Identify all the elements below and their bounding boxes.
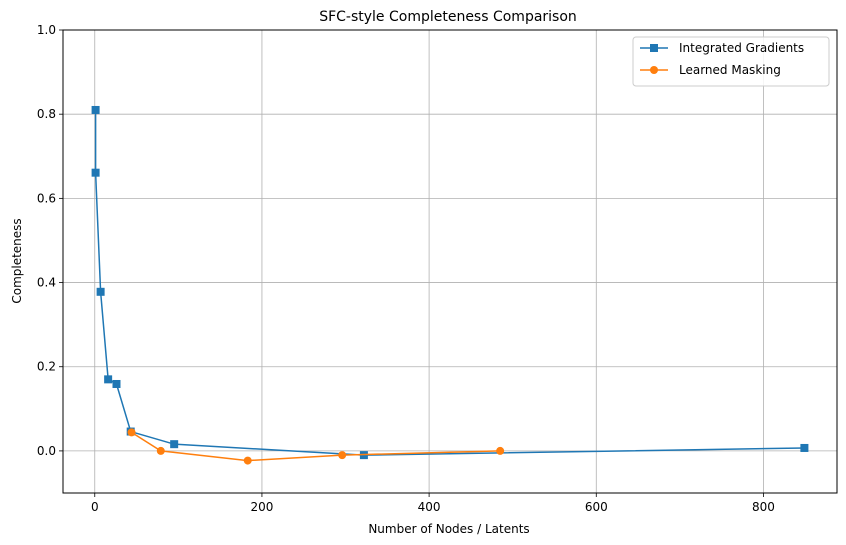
y-tick-label: 0.4: [37, 276, 56, 290]
x-tick-label: 800: [752, 500, 775, 514]
chart-title: SFC-style Completeness Comparison: [319, 9, 577, 25]
y-axis-label: Completeness: [10, 218, 24, 303]
x-tick-label: 200: [250, 500, 273, 514]
legend-box: [632, 36, 830, 87]
x-axis-ticks: 0 200 400 600 800: [91, 493, 775, 514]
data-point-integrated-gradients: [91, 168, 100, 177]
data-point-integrated-gradients: [112, 379, 121, 388]
data-point-learned-masking: [496, 446, 505, 455]
data-point-learned-masking: [243, 456, 252, 465]
y-tick-label: 0.6: [37, 191, 56, 205]
data-point-integrated-gradients: [170, 440, 179, 449]
data-point-integrated-gradients: [96, 287, 105, 296]
grid-lines: [63, 29, 837, 493]
x-axis-label: Number of Nodes / Latents: [368, 522, 529, 536]
y-tick-label: 0.8: [37, 107, 56, 121]
data-point-learned-masking: [156, 446, 165, 455]
y-tick-label: 0.2: [37, 360, 56, 374]
legend-marker-learned-masking: [650, 66, 658, 74]
legend-marker-integrated-gradients: [650, 44, 658, 52]
data-point-learned-masking: [127, 428, 136, 437]
series-line-learned-masking: [131, 431, 501, 462]
y-tick-label: 1.0: [37, 23, 56, 37]
legend: Integrated Gradients Learned Masking: [632, 36, 830, 87]
plot-frame: [62, 29, 838, 494]
data-point-learned-masking: [338, 451, 347, 460]
series-group: [91, 105, 809, 465]
x-tick-label: 600: [585, 500, 608, 514]
data-point-integrated-gradients: [104, 375, 113, 384]
legend-label-learned-masking: Learned Masking: [679, 63, 781, 77]
x-tick-label: 400: [418, 500, 441, 514]
y-tick-label: 0.0: [37, 444, 56, 458]
y-axis-ticks: 0.0 0.2 0.4 0.6 0.8 1.0: [37, 23, 63, 458]
legend-label-integrated-gradients: Integrated Gradients: [679, 41, 804, 55]
data-point-integrated-gradients: [91, 105, 100, 114]
data-point-integrated-gradients: [800, 443, 809, 452]
x-tick-label: 0: [91, 500, 99, 514]
